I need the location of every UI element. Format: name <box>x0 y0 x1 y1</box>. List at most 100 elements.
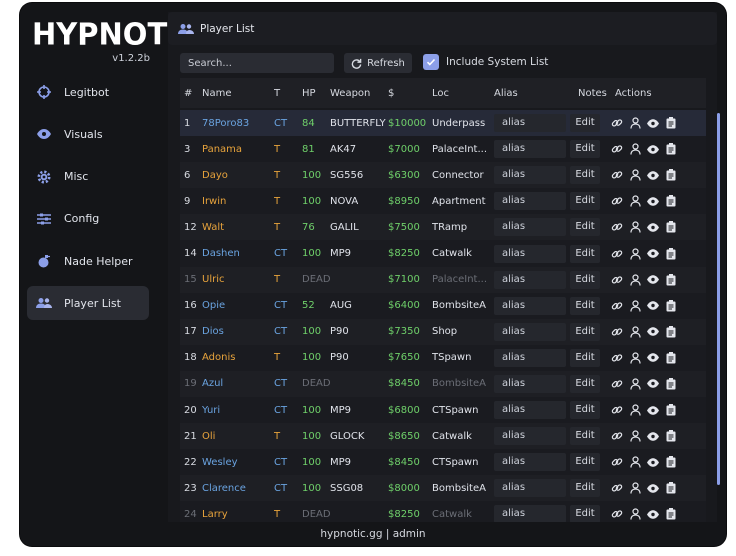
alias-input[interactable]: alias <box>494 505 566 522</box>
eye-icon[interactable] <box>646 481 660 495</box>
link-icon[interactable] <box>610 325 624 339</box>
link-icon[interactable] <box>610 299 624 313</box>
clipboard-icon[interactable] <box>664 220 678 234</box>
user-icon[interactable] <box>628 325 642 339</box>
link-icon[interactable] <box>610 429 624 443</box>
column-header[interactable]: Weapon <box>330 87 371 99</box>
user-icon[interactable] <box>628 168 642 182</box>
column-header[interactable]: Alias <box>494 87 518 99</box>
clipboard-icon[interactable] <box>664 168 678 182</box>
eye-icon[interactable] <box>646 351 660 365</box>
eye-icon[interactable] <box>646 403 660 417</box>
edit-notes-button[interactable]: Edit <box>570 166 600 185</box>
eye-icon[interactable] <box>646 194 660 208</box>
table-row[interactable]: 14 Dashen CT 100 MP9 $8250 Catwalk alias Edit <box>180 240 706 267</box>
clipboard-icon[interactable] <box>664 194 678 208</box>
table-row[interactable]: 17 Dios CT 100 P90 $7350 Shop alias Edit <box>180 318 706 345</box>
table-row[interactable]: 19 Azul CT DEAD $8450 BombsiteA alias Edit <box>180 370 706 398</box>
eye-icon[interactable] <box>646 377 660 391</box>
alias-input[interactable]: alias <box>494 322 566 341</box>
eye-icon[interactable] <box>646 299 660 313</box>
sidebar-item-nade-helper[interactable]: Nade Helper <box>27 244 149 278</box>
edit-notes-button[interactable]: Edit <box>570 505 600 522</box>
link-icon[interactable] <box>610 168 624 182</box>
include-system-checkbox[interactable]: Include System List <box>423 53 548 71</box>
edit-notes-button[interactable]: Edit <box>570 244 600 263</box>
link-icon[interactable] <box>610 142 624 156</box>
user-icon[interactable] <box>628 403 642 417</box>
column-header[interactable]: Loc <box>432 87 450 99</box>
clipboard-icon[interactable] <box>664 325 678 339</box>
search-input[interactable] <box>180 53 334 73</box>
alias-input[interactable]: alias <box>494 296 566 315</box>
eye-icon[interactable] <box>646 142 660 156</box>
link-icon[interactable] <box>610 194 624 208</box>
edit-notes-button[interactable]: Edit <box>570 218 600 237</box>
eye-icon[interactable] <box>646 429 660 443</box>
clipboard-icon[interactable] <box>664 247 678 261</box>
table-row[interactable]: 3 Panama T 81 AK47 $7000 PalaceInt... alias Edit <box>180 136 706 163</box>
table-row[interactable]: 15 Ulric T DEAD $7100 PalaceInt... alias Edit <box>180 266 706 293</box>
sidebar-item-legitbot[interactable]: Legitbot <box>27 75 149 109</box>
eye-icon[interactable] <box>646 273 660 287</box>
eye-icon[interactable] <box>646 168 660 182</box>
user-icon[interactable] <box>628 247 642 261</box>
edit-notes-button[interactable]: Edit <box>570 401 600 420</box>
eye-icon[interactable] <box>646 116 660 130</box>
link-icon[interactable] <box>610 377 624 391</box>
edit-notes-button[interactable]: Edit <box>570 374 600 393</box>
link-icon[interactable] <box>610 116 624 130</box>
eye-icon[interactable] <box>646 507 660 521</box>
edit-notes-button[interactable]: Edit <box>570 348 600 367</box>
alias-input[interactable]: alias <box>494 114 566 133</box>
user-icon[interactable] <box>628 377 642 391</box>
eye-icon[interactable] <box>646 325 660 339</box>
user-icon[interactable] <box>628 299 642 313</box>
alias-input[interactable]: alias <box>494 140 566 159</box>
edit-notes-button[interactable]: Edit <box>570 192 600 211</box>
clipboard-icon[interactable] <box>664 455 678 469</box>
column-header[interactable]: HP <box>302 87 316 99</box>
edit-notes-button[interactable]: Edit <box>570 296 600 315</box>
column-header[interactable]: Name <box>202 87 232 99</box>
column-header[interactable]: Notes <box>578 87 607 99</box>
column-header[interactable]: $ <box>388 87 395 99</box>
eye-icon[interactable] <box>646 220 660 234</box>
edit-notes-button[interactable]: Edit <box>570 427 600 446</box>
alias-input[interactable]: alias <box>494 374 566 393</box>
sidebar-item-config[interactable]: Config <box>27 202 149 236</box>
eye-icon[interactable] <box>646 455 660 469</box>
clipboard-icon[interactable] <box>664 377 678 391</box>
table-row[interactable]: 1 78Poro83 CT 84 BUTTERFLY $10000 Underpass ali… <box>180 110 706 137</box>
user-icon[interactable] <box>628 429 642 443</box>
alias-input[interactable]: alias <box>494 192 566 211</box>
link-icon[interactable] <box>610 351 624 365</box>
alias-input[interactable]: alias <box>494 218 566 237</box>
clipboard-icon[interactable] <box>664 429 678 443</box>
clipboard-icon[interactable] <box>664 273 678 287</box>
clipboard-icon[interactable] <box>664 481 678 495</box>
user-icon[interactable] <box>628 273 642 287</box>
edit-notes-button[interactable]: Edit <box>570 114 600 133</box>
table-row[interactable]: 12 Walt T 76 GALIL $7500 TRamp alias Edit <box>180 214 706 241</box>
table-row[interactable]: 9 Irwin T 100 NOVA $8950 Apartment alias Edit <box>180 188 706 215</box>
user-icon[interactable] <box>628 455 642 469</box>
alias-input[interactable]: alias <box>494 479 566 498</box>
alias-input[interactable]: alias <box>494 348 566 367</box>
clipboard-icon[interactable] <box>664 299 678 313</box>
link-icon[interactable] <box>610 220 624 234</box>
alias-input[interactable]: alias <box>494 244 566 263</box>
link-icon[interactable] <box>610 507 624 521</box>
table-row[interactable]: 22 Wesley CT 100 MP9 $8450 CTSpawn alias Edit <box>180 449 706 476</box>
clipboard-icon[interactable] <box>664 142 678 156</box>
alias-input[interactable]: alias <box>494 427 566 446</box>
user-icon[interactable] <box>628 481 642 495</box>
clipboard-icon[interactable] <box>664 403 678 417</box>
sidebar-item-misc[interactable]: Misc <box>27 160 149 194</box>
user-icon[interactable] <box>628 351 642 365</box>
link-icon[interactable] <box>610 455 624 469</box>
user-icon[interactable] <box>628 116 642 130</box>
column-header[interactable]: # <box>184 87 193 99</box>
edit-notes-button[interactable]: Edit <box>570 140 600 159</box>
table-row[interactable]: 24 Larry T DEAD $8250 Catwalk alias Edit <box>180 501 706 522</box>
